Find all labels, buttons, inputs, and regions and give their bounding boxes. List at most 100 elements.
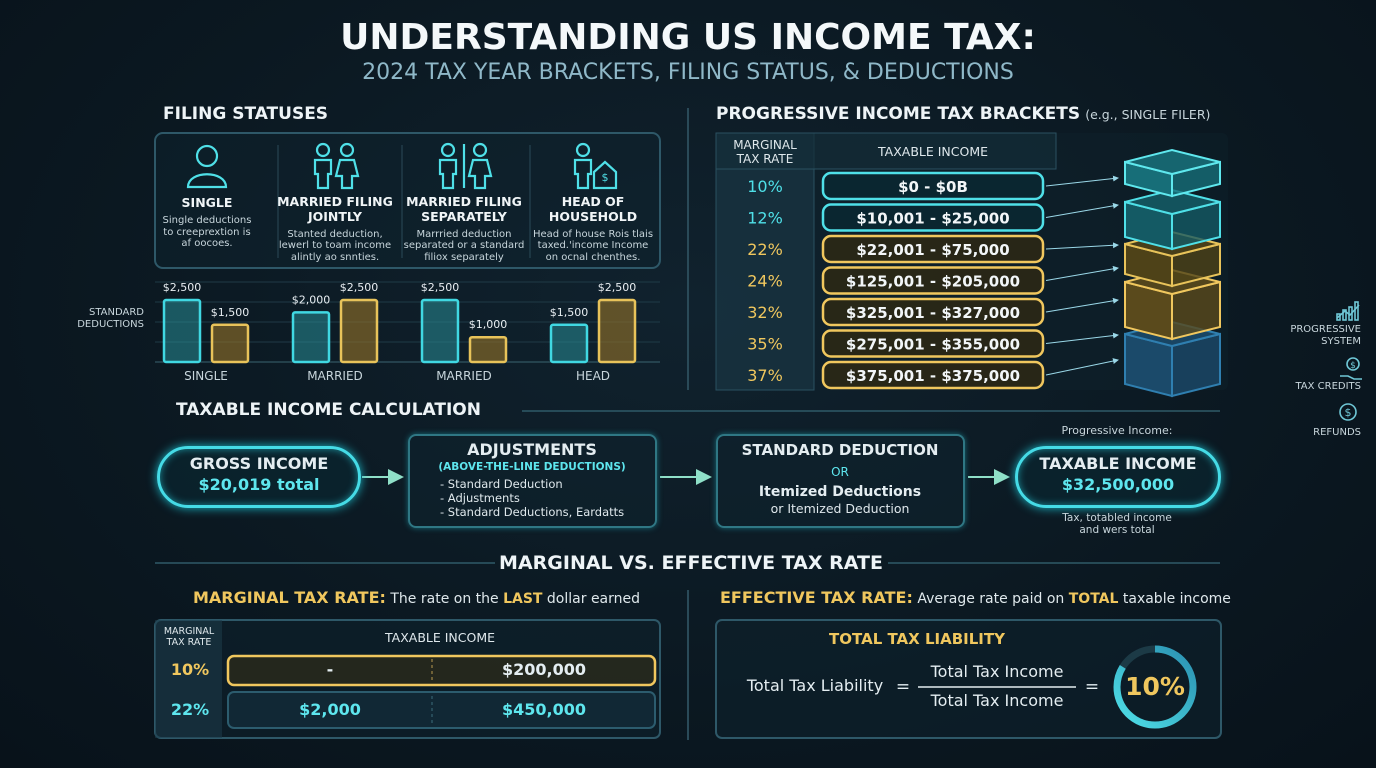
bracket-pill — [821, 329, 1045, 358]
bar — [210, 323, 250, 364]
column-header: TAXABLE INCOME — [384, 630, 496, 645]
filing-desc: separated or a standard — [403, 240, 525, 252]
section-title: TAXABLE INCOME CALCULATION — [176, 400, 481, 420]
rate-desc: Average rate paid on — [917, 591, 1065, 607]
bar-label: $1,500 — [211, 306, 250, 319]
bracket-pill — [821, 203, 1045, 232]
filing-desc: on ocnal chenthes. — [545, 252, 641, 264]
effective-box — [715, 619, 1222, 739]
bracket-pill — [821, 360, 1045, 390]
icon-glyph: $ — [1345, 406, 1352, 419]
node-taxable — [1015, 446, 1221, 508]
bar — [339, 298, 379, 364]
rate-emph: TOTAL — [1068, 591, 1119, 607]
box-title: TOTAL TAX LIABILITY — [829, 630, 1005, 648]
bracket-range: $375,001 - $375,000 — [846, 367, 1020, 385]
bracket-arrow — [1045, 175, 1119, 187]
bracket-range: $275,001 - $355,000 — [846, 336, 1020, 354]
table-cell: $200,000 — [501, 660, 587, 679]
category-label: SINGLE — [184, 369, 228, 383]
bracket-arrow — [1045, 202, 1119, 218]
node-value: $32,500,000 — [1061, 475, 1175, 494]
filing-desc: filiox separately — [424, 252, 504, 264]
filing-label: SINGLE — [181, 195, 233, 210]
filing-label: MARRIED FILING — [277, 194, 393, 209]
bracket-stack — [1124, 148, 1221, 398]
bracket-arrow — [1045, 265, 1119, 281]
filing-desc: af oocoes. — [181, 238, 233, 250]
cube-top — [1124, 148, 1221, 176]
filing-box — [154, 132, 661, 269]
column-header-line: MARGINAL — [733, 138, 797, 152]
node-title: ADJUSTMENTS — [467, 440, 597, 459]
filing-item: HEAD OF HOUSEHOLD Head of house Rois tlais… — [532, 194, 654, 264]
bar — [291, 311, 331, 364]
node-gross — [157, 446, 361, 508]
filing-desc: taxed.'income Income — [537, 240, 649, 252]
node-list-item: - Standard Deduction — [440, 477, 563, 491]
formula-equals: = — [1084, 677, 1100, 697]
side-icons — [1336, 301, 1362, 421]
node-title: GROSS INCOME — [189, 454, 329, 473]
side-link[interactable]: PROGRESSIVE SYSTEM — [1290, 324, 1361, 348]
node-subtitle: (ABOVE-THE-LINE DEDUCTIONS) — [438, 461, 626, 473]
ring — [1113, 645, 1197, 729]
node-list-item: - Standard Deductions, Eardatts — [440, 505, 625, 519]
node-note-line: Tax, totabled income — [1062, 512, 1172, 524]
category-label: MARRIED — [307, 369, 363, 383]
bracket-range: $325,001 - $327,000 — [846, 304, 1020, 322]
filing-desc: to creeprextion is — [163, 226, 251, 238]
formula-numerator: Total Tax Income — [930, 662, 1064, 681]
formula-equals: = — [895, 677, 911, 697]
filing-label: SEPARATELY — [421, 208, 507, 224]
rate-desc: taxable income — [1122, 591, 1231, 607]
filing-label: MARRIED FILING — [406, 194, 522, 209]
filing-item: SINGLE Single deductions to creeprextion i… — [162, 195, 252, 250]
bracket-pill — [821, 171, 1045, 201]
icon-glyph: $ — [1350, 361, 1356, 371]
filing-label: JOINTLY — [308, 208, 362, 224]
filing-desc: Head of house Rois tlais — [532, 228, 654, 240]
node-adjustments — [408, 434, 657, 528]
bracket-range: $125,001 - $205,000 — [846, 273, 1020, 291]
column-header-line: TAX RATE — [736, 152, 794, 167]
node-title: STANDARD DEDUCTION — [741, 441, 939, 459]
column-header: TAXABLE INCOME — [877, 144, 989, 159]
column-header-line: MARGINAL — [163, 626, 215, 637]
bracket-rate: 12% — [747, 209, 783, 228]
bar-label: $2,500 — [163, 281, 202, 294]
bracket-pill — [821, 234, 1045, 264]
side-link[interactable]: REFUNDS — [1313, 427, 1361, 438]
cube-top — [1124, 188, 1221, 216]
table-cell: $450,000 — [501, 700, 587, 719]
row-pill — [226, 654, 657, 687]
filing-desc: Single deductions — [162, 214, 252, 226]
bracket-arrow — [1045, 332, 1119, 344]
bracket-rate: 35% — [747, 335, 783, 354]
column-header: MARGINAL TAX RATE — [164, 626, 214, 648]
bar-label: $2,500 — [340, 281, 379, 294]
node-note: Progressive Income: — [1061, 424, 1173, 437]
rate-heading: MARGINAL TAX RATE: The rate on the LAST … — [193, 588, 640, 608]
node-deduction — [716, 434, 965, 528]
side-link-line: SYSTEM — [1321, 335, 1361, 347]
table-cell: - — [326, 660, 334, 679]
filing-desc: Stanted deduction, — [287, 228, 383, 240]
chart-label: STANDARD DEDUCTIONS — [77, 307, 144, 331]
side-link[interactable]: TAX CREDITS — [1295, 381, 1361, 392]
table-cell: $2,000 — [299, 700, 361, 719]
column-header-line: TAX RATE — [166, 637, 212, 649]
filing-label: HEAD OF — [561, 194, 625, 209]
bracket-pill — [821, 266, 1045, 295]
section-title: MARGINAL VS. EFFECTIVE TAX RATE — [499, 552, 883, 574]
bracket-range: $22,001 - $75,000 — [856, 241, 1009, 259]
bar — [420, 298, 460, 364]
node-note-line: and wers total — [1079, 524, 1155, 537]
side-link-line: PROGRESSIVE — [1290, 324, 1361, 335]
bracket-pill — [821, 297, 1045, 327]
formula-denominator: Total Tax Income — [930, 691, 1064, 710]
formula-lhs: Total Tax Liability — [746, 676, 884, 695]
rate-emph: LAST — [503, 591, 543, 607]
row-pill — [227, 691, 656, 729]
category-label: HEAD — [576, 369, 610, 383]
